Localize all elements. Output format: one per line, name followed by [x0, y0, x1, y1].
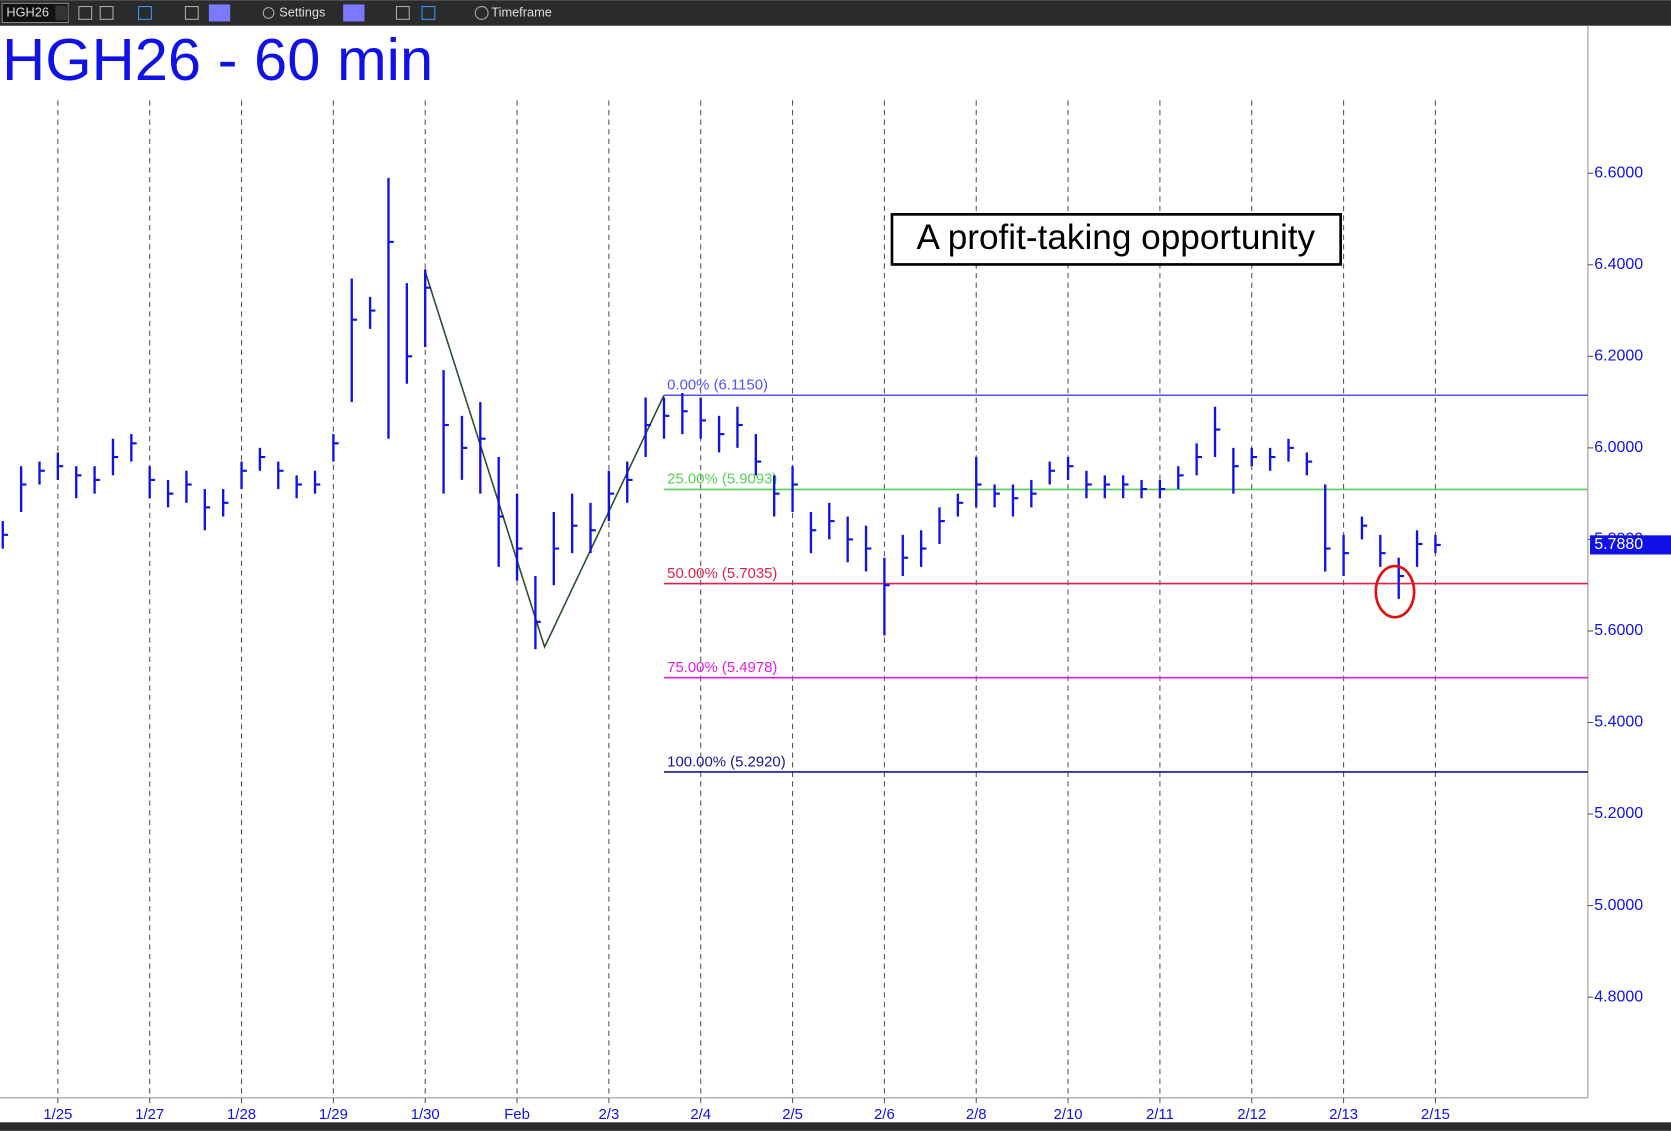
x-tick-label: 2/11 — [1146, 1107, 1174, 1123]
highlight-circle — [1374, 564, 1416, 619]
y-tick-label: 6.2000 — [1594, 348, 1643, 365]
y-tick-label: 6.0000 — [1594, 439, 1643, 456]
fib-label: 0.00% (6.1150) — [667, 378, 768, 394]
fib-label: 50.00% (5.7035) — [667, 566, 777, 582]
tool-icon[interactable] — [184, 6, 199, 20]
timeframe[interactable]: Timeframe — [491, 4, 552, 19]
y-tick-label: 6.6000 — [1594, 164, 1643, 181]
chart-title: HGH26 - 60 min — [2, 26, 433, 93]
status-bar — [0, 1122, 1671, 1131]
fib-label: 100.00% (5.2920) — [667, 754, 786, 770]
x-tick-label: 1/30 — [411, 1107, 440, 1123]
x-tick-label: 2/8 — [966, 1107, 987, 1123]
last-price-label: 5.7880 — [1594, 536, 1643, 553]
x-tick-label: 2/15 — [1421, 1107, 1450, 1123]
y-tick-label: 5.2000 — [1594, 805, 1643, 822]
symbol: HGH26 — [6, 4, 49, 19]
clock-icon[interactable] — [474, 6, 489, 20]
last-price-tag — [1590, 535, 1671, 555]
x-tick-label: 2/3 — [599, 1107, 620, 1123]
fib-label: 25.00% (5.9093) — [667, 472, 777, 488]
annotation-box — [890, 213, 1342, 266]
symbol-dropdown[interactable] — [55, 5, 69, 21]
tool-icon[interactable] — [78, 6, 93, 20]
toolbar — [0, 0, 1671, 26]
settings[interactable]: Settings — [279, 4, 325, 19]
x-tick-label: 1/27 — [135, 1107, 164, 1123]
x-tick-label: 2/12 — [1237, 1107, 1266, 1123]
x-tick-label: 2/4 — [690, 1107, 711, 1123]
swing-line — [424, 271, 665, 650]
x-tick-label: 2/5 — [782, 1107, 803, 1123]
annotation: A profit-taking opportunity — [916, 218, 1315, 257]
plot: 1/25 1/27 1/28 1/29 1/30 Feb 2/3 2/4 2/5 2/6 2/8 2/… — [1, 100, 1671, 1123]
x-tick-label: 2/13 — [1329, 1107, 1358, 1123]
x-tick-label: 2/10 — [1054, 1107, 1083, 1123]
tool-icon[interactable] — [138, 6, 152, 20]
y-tick-label: 6.4000 — [1594, 256, 1643, 273]
tool-icon[interactable] — [421, 6, 436, 20]
x-tick-label: Feb — [504, 1107, 530, 1123]
y-tick-label: 5.6000 — [1594, 622, 1643, 639]
y-tick-label: 5.4000 — [1594, 714, 1643, 731]
x-tick-label: 1/29 — [319, 1107, 348, 1123]
tool-icon[interactable] — [343, 4, 365, 22]
x-tick-label: 2/6 — [874, 1107, 895, 1123]
settings-icon[interactable] — [262, 7, 275, 19]
y-tick-label: 4.8000 — [1594, 988, 1643, 1005]
y-tick-label: 5.0000 — [1594, 897, 1643, 914]
tool-icon[interactable] — [395, 6, 410, 20]
tool-icon[interactable] — [208, 4, 231, 22]
x-tick-label: 1/25 — [43, 1107, 72, 1123]
x-tick-label: 1/28 — [227, 1107, 256, 1123]
fib-label: 75.00% (5.4978) — [667, 660, 777, 676]
tool-icon[interactable] — [99, 6, 114, 20]
